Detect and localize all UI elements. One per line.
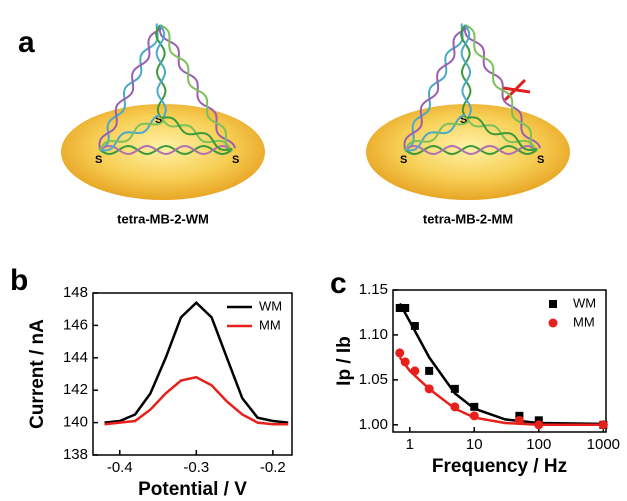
diagram-left: tetra-MB-2-WM S S S [61, 23, 265, 226]
dna-strand [404, 120, 470, 151]
caption: tetra-MB-2-MM [423, 211, 513, 226]
point [450, 402, 460, 412]
point [450, 384, 459, 393]
point [401, 303, 410, 312]
dna-strand [158, 24, 237, 149]
point [395, 348, 405, 358]
y-axis-title: Current / nA [27, 319, 48, 429]
point [410, 321, 419, 330]
dna-strand [404, 114, 466, 152]
y-axis-title: Ip / Ib [334, 336, 355, 386]
s-label: S [460, 114, 467, 126]
point [598, 420, 608, 430]
y-tick-label: 1.10 [359, 326, 388, 343]
y-tick-label: 146 [63, 316, 88, 333]
dna-strand [155, 24, 167, 119]
point [395, 303, 404, 312]
y-tick-label: 1.00 [359, 416, 388, 433]
dna-strand [98, 25, 164, 151]
legend-label: WM [259, 298, 282, 313]
gold-electrode [366, 104, 570, 200]
legend-label: MM [573, 314, 595, 329]
caption: tetra-MB-2-WM [117, 211, 209, 226]
gold-electrode [61, 104, 265, 200]
plot-frame [92, 292, 293, 456]
dna-strand [99, 144, 233, 156]
dna-strand [403, 25, 469, 151]
series-line [104, 375, 289, 426]
x-tick-label: 100 [526, 436, 551, 453]
y-tick-label: 144 [63, 349, 88, 366]
legend-swatch [549, 300, 557, 308]
dna-strand [99, 120, 165, 151]
panel-label: b [10, 264, 28, 297]
point [514, 415, 524, 425]
s-label: S [537, 154, 544, 166]
panel-label: c [330, 267, 347, 300]
legend-swatch [548, 318, 558, 328]
point [410, 366, 420, 376]
legend-label: WM [573, 295, 596, 310]
x-tick-label: 1 [406, 436, 414, 453]
dna-strand [404, 144, 538, 156]
y-tick-label: 140 [63, 414, 88, 431]
point [400, 357, 410, 367]
point [425, 366, 434, 375]
x-tick-label: -0.3 [183, 459, 209, 476]
x-tick-label: 1000 [587, 436, 620, 453]
s-label: S [232, 154, 239, 166]
dna-strand [404, 23, 464, 151]
mismatch-mark [502, 78, 531, 102]
x-tick-label: -0.4 [107, 459, 133, 476]
x-tick-label: -0.2 [260, 459, 286, 476]
dna-strand [155, 24, 167, 119]
s-label: S [95, 154, 102, 166]
y-tick-label: 1.15 [359, 281, 388, 298]
dna-strand [463, 24, 542, 149]
plot-frame [392, 289, 607, 433]
series-line [104, 300, 289, 424]
dna-strand [161, 116, 233, 152]
dna-strand [99, 23, 159, 151]
point [469, 411, 479, 421]
y-tick-label: 142 [63, 381, 88, 398]
dna-strand [99, 144, 233, 156]
dna-strand [466, 116, 538, 152]
x-tick-label: 10 [466, 436, 483, 453]
y-tick-label: 148 [63, 284, 88, 301]
x-axis-title: Potential / V [138, 479, 247, 500]
y-tick-label: 1.05 [359, 371, 388, 388]
panel-label: a [18, 26, 35, 59]
x-axis-title: Frequency / Hz [432, 456, 567, 477]
point [534, 420, 544, 430]
point [424, 384, 434, 394]
dna-strand [99, 114, 161, 152]
dna-strand [159, 24, 230, 153]
s-label: S [400, 154, 407, 166]
dna-strand [460, 24, 472, 119]
y-tick-label: 138 [63, 446, 88, 463]
dna-strand [464, 24, 535, 153]
dna-strand [460, 24, 472, 119]
legend-label: MM [259, 317, 281, 332]
dna-strand [404, 144, 538, 156]
point [470, 402, 479, 411]
s-label: S [155, 114, 162, 126]
diagram-right: tetra-MB-2-MM S S S [366, 23, 570, 226]
